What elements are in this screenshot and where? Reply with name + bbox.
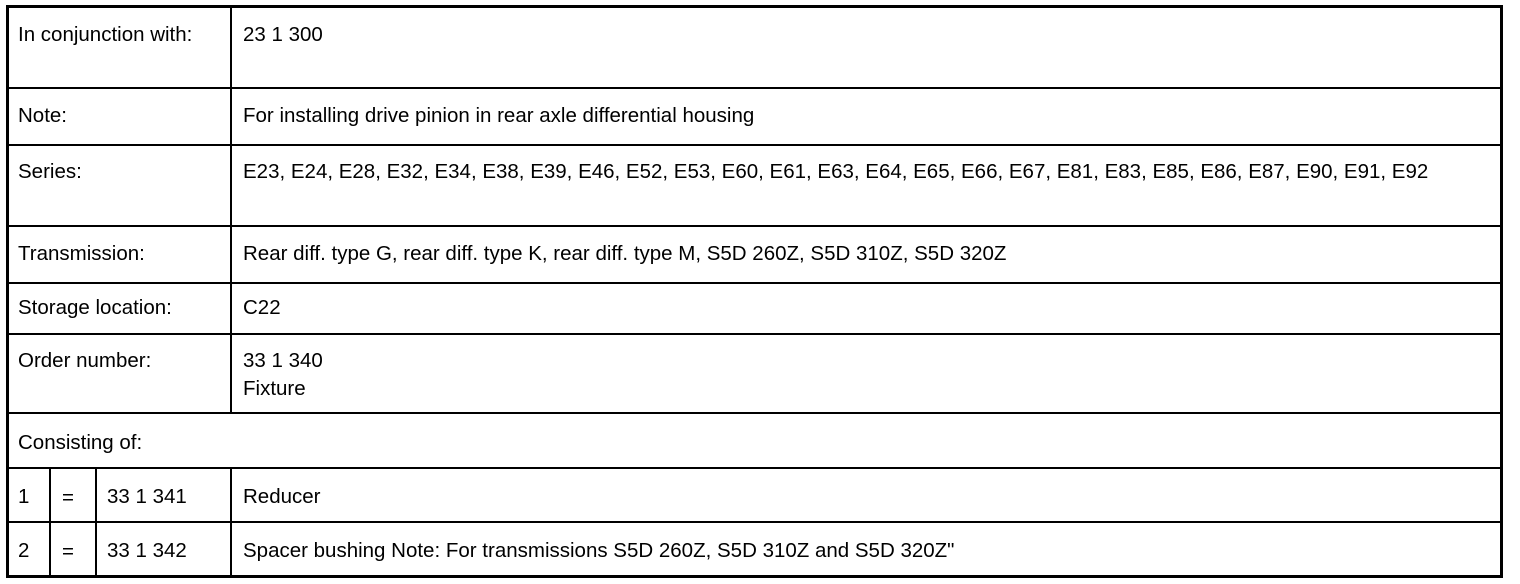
value-order-number: 33 1 340 Fixture [233,334,1493,403]
value-storage-location: C22 [243,296,281,319]
label-note: Note: [18,104,67,127]
label-storage-location: Storage location: [18,296,172,319]
tool-info-table [6,5,1503,578]
value-in-conjunction-with: 23 1 300 [243,23,323,46]
row-divider [8,467,1500,469]
column-divider [95,468,97,575]
value-note: For installing drive pinion in rear axle… [243,104,755,127]
row-divider [8,333,1500,335]
part-description: Reducer [243,485,321,508]
label-order-number: Order number: [18,349,152,372]
order-number: 33 1 340 [243,349,323,372]
row-divider [8,412,1500,414]
part-description: Spacer bushing Note: For transmissions S… [243,539,955,562]
column-divider [49,468,51,575]
part-index: 2 [18,539,30,562]
order-description: Fixture [243,377,306,400]
value-transmission: Rear diff. type G, rear diff. type K, re… [243,242,1007,265]
row-divider [8,225,1500,227]
value-series: E23, E24, E28, E32, E34, E38, E39, E46, … [243,160,1429,183]
row-divider [8,521,1500,523]
label-transmission: Transmission: [18,242,145,265]
row-divider [8,87,1500,89]
part-index: 1 [18,485,30,508]
label-series: Series: [18,160,82,183]
part-equals: = [62,540,74,563]
label-in-conjunction-with: In conjunction with: [18,23,193,46]
consisting-of-label: Consisting of: [18,431,143,454]
row-divider [8,282,1500,284]
part-number: 33 1 341 [107,485,187,508]
column-divider [230,8,232,413]
part-number: 33 1 342 [107,539,187,562]
column-divider [230,468,232,575]
row-divider [8,144,1500,146]
part-equals: = [62,486,74,509]
